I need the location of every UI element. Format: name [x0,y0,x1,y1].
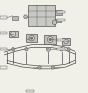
Circle shape [31,37,33,39]
Polygon shape [28,5,55,26]
Circle shape [25,48,28,51]
Bar [55,10,62,15]
Bar [57,19,65,21]
Circle shape [46,47,50,51]
Bar [0,16,7,19]
Bar [57,39,65,41]
Bar [62,38,70,45]
Bar [0,66,7,69]
Bar [57,11,65,13]
Bar [26,90,34,92]
Bar [12,16,18,20]
Circle shape [11,31,16,37]
Bar [26,34,37,42]
Bar [57,48,65,50]
Circle shape [52,20,57,25]
Bar [44,35,56,44]
Circle shape [51,66,54,69]
Circle shape [47,37,53,43]
Circle shape [12,48,15,51]
Bar [9,31,18,37]
Bar [0,32,7,34]
Circle shape [67,48,70,51]
Circle shape [24,15,27,19]
Circle shape [49,38,51,41]
Bar [0,48,7,50]
Bar [55,19,61,22]
Circle shape [60,48,63,51]
Circle shape [38,66,41,69]
Circle shape [29,35,34,41]
Circle shape [64,39,68,44]
